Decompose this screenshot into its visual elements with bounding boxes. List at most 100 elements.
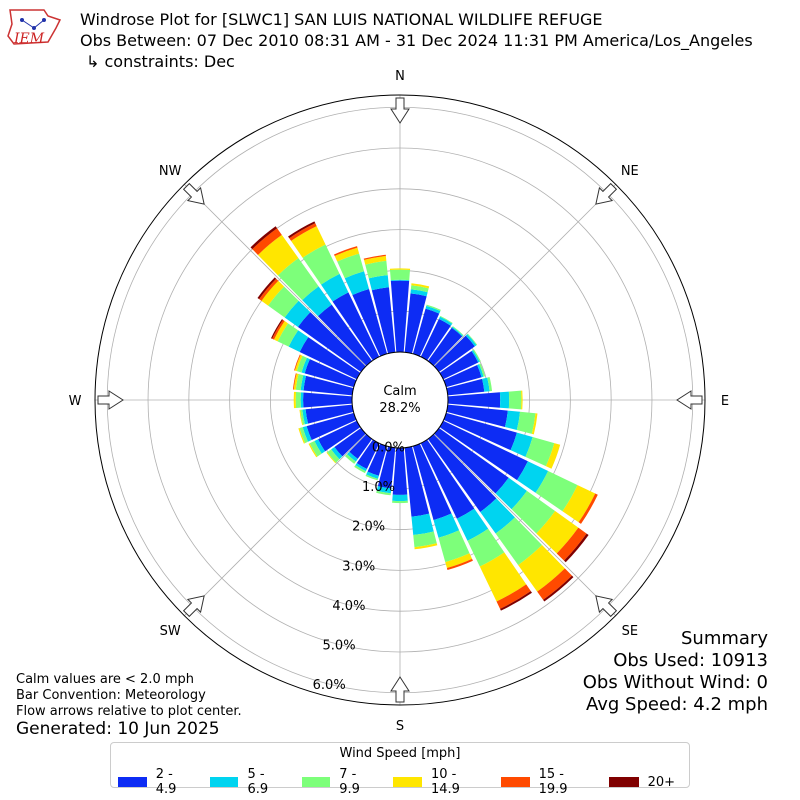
bar-segment-270-2 xyxy=(295,391,301,409)
bar-segment-90-3 xyxy=(521,390,523,410)
legend-item: 20+ xyxy=(608,767,675,797)
bar-segment-320-0 xyxy=(317,304,373,366)
bar-segment-300-1 xyxy=(288,330,309,352)
bar-segment-180-1 xyxy=(392,494,408,502)
bar-segment-50-2 xyxy=(467,333,478,346)
bar-segment-340-3 xyxy=(334,247,360,262)
bar-segment-300-0 xyxy=(299,337,361,380)
bar-segment-170-3 xyxy=(414,543,438,550)
bar-segment-350-0 xyxy=(371,287,396,354)
bar-segment-130-5 xyxy=(563,533,589,563)
bar-segment-170-0 xyxy=(404,446,430,517)
flow-arrow-note: Flow arrows relative to plot center. xyxy=(16,704,242,719)
wind-bars xyxy=(250,221,598,611)
bar-segment-290-1 xyxy=(301,357,310,374)
bar-segment-230-2 xyxy=(327,449,340,463)
bar-segment-270-0 xyxy=(303,392,353,408)
bar-segment-300-5 xyxy=(270,319,283,339)
bar-segment-180-0 xyxy=(392,447,408,495)
bar-segment-210-0 xyxy=(356,439,380,470)
bar-segment-100-3 xyxy=(531,413,538,435)
direction-label-NW: NW xyxy=(159,164,182,179)
bar-segment-340-0 xyxy=(352,288,388,357)
bar-segment-160-0 xyxy=(412,443,452,521)
legend-title: Wind Speed [mph] xyxy=(339,746,461,761)
bar-segment-180-2 xyxy=(392,500,408,504)
bar-segment-30-1 xyxy=(438,316,453,326)
arrow-W xyxy=(97,390,124,410)
legend-swatch xyxy=(393,777,422,787)
legend-item: 7 - 9.9 xyxy=(301,767,380,797)
title-line-2: Obs Between: 07 Dec 2010 08:31 AM - 31 D… xyxy=(80,31,753,50)
bar-segment-160-2 xyxy=(438,530,470,563)
bar-segment-280-2 xyxy=(295,373,304,391)
bar-segment-80-0 xyxy=(446,378,485,396)
bar-segment-100-1 xyxy=(504,410,521,430)
outer-ring xyxy=(94,94,706,706)
bar-segment-330-5 xyxy=(288,221,316,239)
bar-segment-0-0 xyxy=(390,280,410,353)
bar-segment-250-3 xyxy=(298,428,306,444)
direction-arrows xyxy=(97,97,703,703)
bar-segment-260-3 xyxy=(299,409,303,426)
bar-segment-0-1 xyxy=(390,279,410,281)
bar-segment-70-2 xyxy=(479,363,486,377)
bar-segment-30-2 xyxy=(439,315,453,324)
bar-segment-0-3 xyxy=(389,268,411,270)
bar-segment-350-3 xyxy=(364,256,387,265)
bar-segment-280-1 xyxy=(300,375,307,391)
bar-segment-130-4 xyxy=(556,527,587,561)
bar-segment-190-0 xyxy=(377,446,396,489)
bar-segment-50-1 xyxy=(465,334,477,347)
bar-segment-130-3 xyxy=(536,511,579,554)
bar-segment-300-4 xyxy=(272,319,285,340)
bar-segment-100-0 xyxy=(446,404,508,427)
direction-label-SE: SE xyxy=(622,624,638,639)
bar-segment-70-1 xyxy=(477,364,484,378)
calm-circle xyxy=(351,351,449,449)
plot-title: Windrose Plot for [SLWC1] SAN LUIS NATIO… xyxy=(80,9,753,72)
grid-spoke xyxy=(433,433,616,616)
bar-segment-210-2 xyxy=(354,465,366,474)
bar-segment-90-2 xyxy=(508,390,522,410)
bar-segment-110-1 xyxy=(510,432,533,457)
legend-items: 2 - 4.9 5 - 6.9 7 - 9.9 10 - 14.9 15 - 19.9 2… xyxy=(118,767,689,797)
bar-segment-60-1 xyxy=(471,350,480,363)
arrow-SE xyxy=(595,595,618,618)
bar-segment-300-2 xyxy=(277,323,299,347)
direction-label-NE: NE xyxy=(621,164,639,179)
bar-segment-340-4 xyxy=(333,246,358,256)
legend-item: 5 - 6.9 xyxy=(209,767,288,797)
bar-segment-330-3 xyxy=(291,226,326,258)
radial-tick-label: 5.0% xyxy=(323,638,356,653)
arrow-N xyxy=(390,97,410,124)
radial-tick-label: 1.0% xyxy=(362,480,395,495)
bar-segment-350-1 xyxy=(368,275,389,291)
bar-segment-40-2 xyxy=(452,326,464,336)
bar-segment-290-2 xyxy=(296,355,307,373)
bar-segment-40-1 xyxy=(451,326,463,337)
arrow-NE xyxy=(595,182,618,205)
grid-spoke xyxy=(184,184,367,367)
bar-segment-90-1 xyxy=(499,391,510,409)
bar-segment-310-1 xyxy=(284,300,311,327)
direction-label-W: W xyxy=(69,394,82,409)
bar-segment-350-4 xyxy=(363,254,386,260)
bar-segment-320-5 xyxy=(250,226,278,250)
title-line-3: ↳ constraints: Dec xyxy=(86,52,235,71)
bar-segment-140-1 xyxy=(480,498,515,534)
direction-label-SW: SW xyxy=(160,624,181,639)
legend-swatch xyxy=(209,777,239,787)
bar-segment-310-2 xyxy=(268,286,299,318)
legend-item: 10 - 14.9 xyxy=(393,767,487,797)
bar-segment-200-2 xyxy=(365,474,378,481)
bar-segment-10-3 xyxy=(411,283,430,289)
calm-note: Calm values are < 2.0 mph xyxy=(16,672,195,687)
arrow-SW xyxy=(182,595,205,618)
bar-segment-150-3 xyxy=(479,552,527,602)
bar-segment-150-0 xyxy=(420,439,475,519)
bar-segment-130-0 xyxy=(434,427,509,494)
bar-segment-120-1 xyxy=(517,461,549,493)
bar-segment-330-2 xyxy=(302,244,340,285)
logo-text: IEM xyxy=(13,31,45,47)
